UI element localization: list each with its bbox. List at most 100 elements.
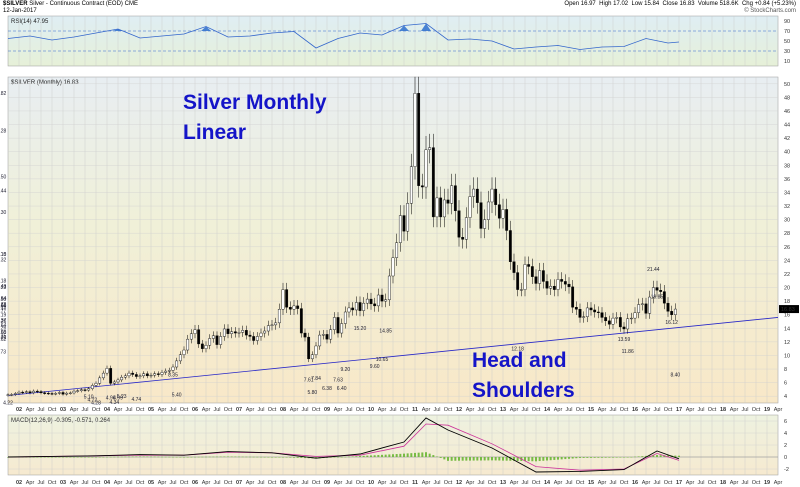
candle-down xyxy=(560,279,564,282)
histogram-bar xyxy=(634,456,636,458)
data-label: 26.15 xyxy=(0,252,6,258)
histogram-bar xyxy=(509,457,512,461)
x-tick-label: Oct xyxy=(312,480,321,486)
price-tick-label: 42 xyxy=(784,136,790,142)
candle-down xyxy=(589,307,593,311)
candle-up xyxy=(277,309,281,324)
x-tick-label: Jul xyxy=(477,407,484,413)
title-annotation-line2: Linear xyxy=(183,121,246,144)
price-tick-label: 14 xyxy=(784,326,790,332)
candle-up xyxy=(428,147,432,150)
histogram-bar xyxy=(157,456,160,458)
candle-down xyxy=(373,303,377,307)
histogram-bar xyxy=(183,457,185,458)
histogram-bar xyxy=(388,454,391,457)
candle-down xyxy=(461,237,465,240)
candle-up xyxy=(230,331,234,334)
candle-up xyxy=(204,345,208,349)
data-label: 11.86 xyxy=(622,349,634,355)
histogram-bar xyxy=(659,455,662,457)
candle-up xyxy=(241,330,245,333)
candle-up xyxy=(409,166,413,204)
histogram-bar xyxy=(505,457,508,461)
candle-down xyxy=(200,343,204,349)
data-label: 37.50 xyxy=(0,175,6,181)
candle-up xyxy=(629,317,633,320)
x-tick-label: Oct xyxy=(576,480,585,486)
price-tick-label: 4 xyxy=(784,394,787,400)
candle-up xyxy=(347,307,351,313)
x-tick-label: Apr xyxy=(246,480,255,486)
histogram-bar xyxy=(406,453,409,457)
x-tick-label: 11 xyxy=(412,480,418,486)
x-tick-label: Jul xyxy=(345,407,352,413)
candle-down xyxy=(567,283,571,288)
candle-up xyxy=(413,93,417,167)
histogram-bar xyxy=(40,457,42,458)
data-label: 13.59 xyxy=(618,337,631,343)
x-tick-label: Apr xyxy=(202,480,211,486)
data-label: 18.72 xyxy=(0,302,6,308)
histogram-bar xyxy=(516,457,519,461)
histogram-bar xyxy=(216,456,218,458)
low-value: Low 15.84 xyxy=(631,1,660,7)
histogram-bar xyxy=(590,457,592,458)
histogram-bar xyxy=(604,457,607,458)
data-label: 32.30 xyxy=(0,210,6,216)
x-tick-label: Apr xyxy=(686,480,695,486)
candle-down xyxy=(39,391,43,394)
x-tick-label: Oct xyxy=(400,480,409,486)
x-tick-label: Apr xyxy=(114,407,123,413)
candle-up xyxy=(259,332,263,337)
price-gridlines xyxy=(8,77,779,403)
x-tick-label: Apr xyxy=(422,480,431,486)
candle-up xyxy=(391,257,395,277)
x-tick-label: 07 xyxy=(236,407,242,413)
candle-down xyxy=(288,307,292,310)
data-label: 5.23 xyxy=(117,394,127,400)
data-label: 14.60 xyxy=(0,330,6,336)
candle-up xyxy=(318,334,322,347)
x-tick-label: 09 xyxy=(324,407,330,413)
histogram-bar xyxy=(476,457,479,461)
histogram-bar xyxy=(553,457,556,460)
histogram-bar xyxy=(450,457,453,461)
candle-down xyxy=(156,373,160,375)
data-label: 17.77 xyxy=(0,309,6,315)
x-tick-label: Oct xyxy=(620,407,629,413)
data-label: 21.23 xyxy=(0,285,6,291)
histogram-bar xyxy=(47,457,50,458)
candle-down xyxy=(43,392,47,394)
candle-down xyxy=(446,199,450,204)
histogram-bar xyxy=(7,457,9,458)
histogram-bar xyxy=(340,457,343,458)
x-tick-label: 07 xyxy=(236,480,242,486)
candle-up xyxy=(120,376,124,381)
price-tick-label: 46 xyxy=(784,109,790,115)
histogram-bar xyxy=(212,456,215,458)
histogram-bar xyxy=(531,457,534,462)
macd-tick-label: 2 xyxy=(784,443,787,449)
x-tick-label: Jul xyxy=(653,407,660,413)
x-tick-label: Apr xyxy=(598,480,607,486)
histogram-bar xyxy=(414,452,416,457)
histogram-bar xyxy=(179,456,182,458)
data-label: 8.40 xyxy=(670,372,680,378)
x-tick-label: 16 xyxy=(632,407,638,413)
data-label: 6.38 xyxy=(322,386,332,392)
data-label: 17.19 xyxy=(0,313,6,319)
histogram-bar xyxy=(513,457,515,461)
pattern-annotation-line2: Shoulders xyxy=(472,379,575,402)
x-tick-label: Jul xyxy=(81,407,88,413)
histogram-bar xyxy=(194,456,196,458)
x-tick-label: Oct xyxy=(224,480,233,486)
candle-up xyxy=(182,349,186,355)
histogram-bar xyxy=(329,457,332,458)
histogram-bar xyxy=(227,456,229,458)
x-tick-label: Apr xyxy=(554,407,563,413)
x-tick-label: 17 xyxy=(676,407,682,413)
candle-up xyxy=(483,219,487,229)
x-tick-label: Jul xyxy=(477,480,484,486)
x-tick-label: Apr xyxy=(466,480,475,486)
histogram-bar xyxy=(560,457,563,460)
